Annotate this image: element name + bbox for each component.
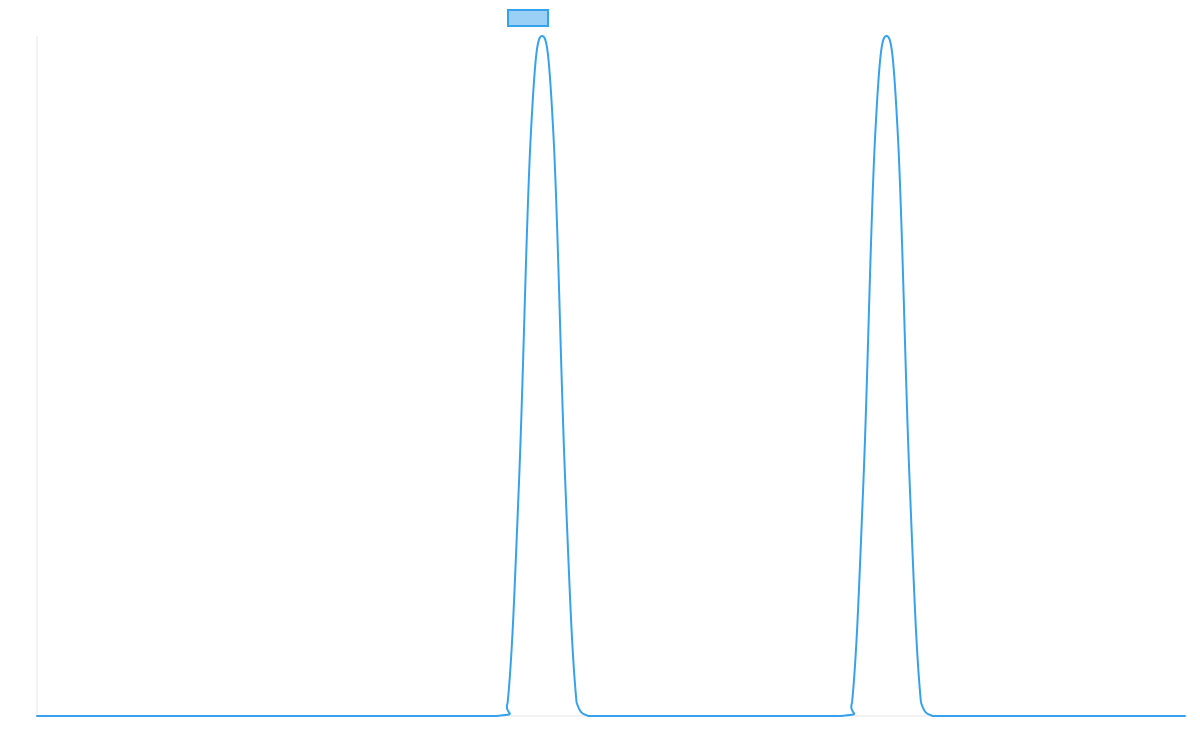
series-line-1 (36, 35, 1186, 717)
series-layer (36, 35, 1186, 717)
legend-swatch-1[interactable] (507, 9, 549, 27)
axes (36, 36, 1185, 717)
legend[interactable] (507, 9, 549, 27)
